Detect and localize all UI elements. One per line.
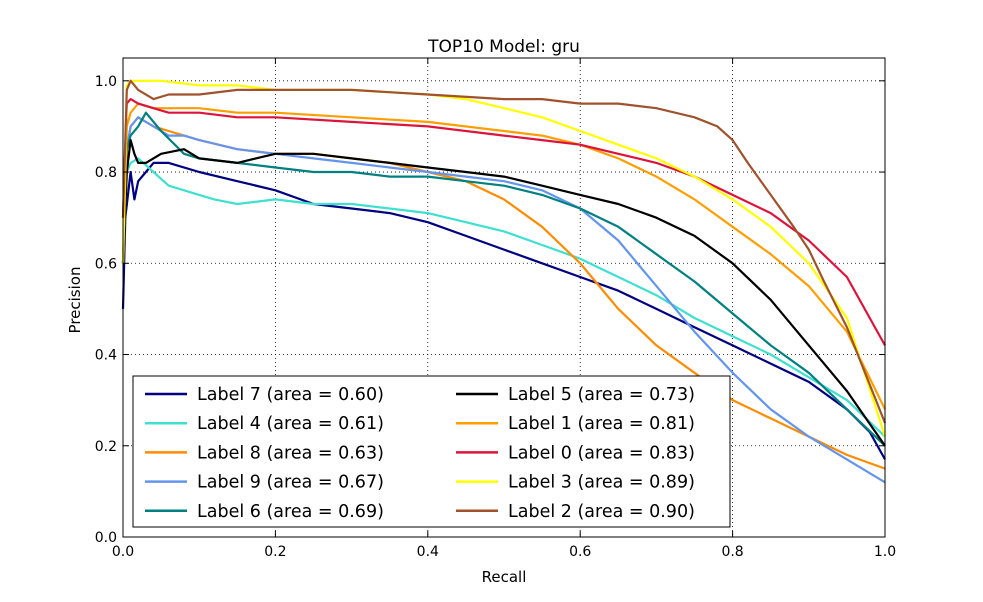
legend-label: Label 0 (area = 0.83) [508,443,695,463]
x-tick-label: 0.2 [264,544,286,560]
legend-label: Label 5 (area = 0.73) [508,385,695,405]
series-line-label-7 [121,161,886,460]
x-tick-label: 0.4 [417,544,439,560]
y-tick-label: 0.0 [95,530,117,546]
legend-box [132,375,731,528]
series-line-label-9 [121,116,886,484]
legend: Label 7 (area = 0.60) Label 4 (area = 0.6… [132,375,731,528]
series-layer [121,79,887,484]
series-line-label-5 [121,139,886,447]
y-tick-label: 0.8 [95,165,117,181]
x-tick-label: 1.0 [874,544,896,560]
series-line-label-2 [121,79,887,424]
y-tick-label: 0.2 [95,439,117,455]
axes-layer: 0.0 0.2 0.4 0.6 0.8 1.0 0.0 0.2 0.4 0.6 0.8 1.0 [95,57,896,560]
legend-label: Label 2 (area = 0.90) [508,502,695,522]
legend-label: Label 3 (area = 0.89) [508,473,695,493]
x-axis-label: Recall [482,568,527,586]
legend-label: Label 1 (area = 0.81) [508,414,695,434]
y-tick-label: 0.6 [95,256,117,272]
series-line-label-0 [121,97,886,346]
y-tick-label: 0.4 [95,348,117,364]
legend-label: Label 4 (area = 0.61) [197,414,384,434]
x-tick-label: 0.6 [569,544,591,560]
series-line-label-4 [121,157,886,438]
y-tick-label: 1.0 [95,74,117,90]
legend-label: Label 8 (area = 0.63) [197,443,384,463]
y-axis-label: Precision [66,267,84,334]
x-tick-label: 0.0 [112,544,134,560]
chart-title: TOP10 Model: gru [427,37,580,57]
legend-label: Label 7 (area = 0.60) [197,385,384,405]
plot-frame [122,57,886,538]
legend-label: Label 6 (area = 0.69) [197,502,384,522]
series-line-label-3 [121,79,887,437]
legend-label: Label 9 (area = 0.67) [197,473,384,493]
series-line-label-6 [121,111,886,447]
x-tick-label: 0.8 [721,544,743,560]
